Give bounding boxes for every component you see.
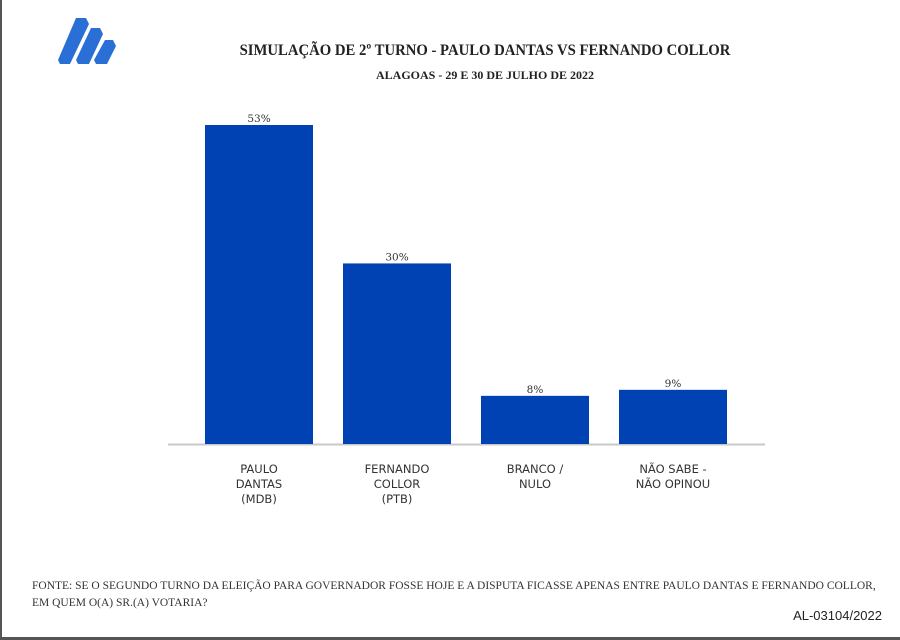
data-label: 9% bbox=[665, 378, 682, 390]
bar bbox=[619, 389, 727, 444]
category-label: FERNANDO COLLOR (PTB) bbox=[364, 462, 430, 506]
chart-title: SIMULAÇÃO DE 2º TURNO - PAULO DANTAS VS … bbox=[239, 42, 731, 59]
survey-code: AL-03104/2022 bbox=[793, 608, 882, 623]
bar bbox=[343, 263, 451, 444]
category-label: NÃO SABE - NÃO OPINOU bbox=[635, 462, 711, 491]
category-label: PAULO DANTAS (MDB) bbox=[235, 462, 283, 506]
source-note: FONTE: SE O SEGUNDO TURNO DA ELEIÇÃO PAR… bbox=[32, 580, 876, 609]
bar bbox=[481, 395, 589, 444]
company-logo-icon bbox=[58, 18, 116, 64]
data-label: 30% bbox=[385, 251, 408, 263]
bar bbox=[205, 125, 313, 444]
data-label: 53% bbox=[247, 113, 270, 125]
chart-subtitle: ALAGOAS - 29 E 30 DE JULHO DE 2022 bbox=[375, 68, 595, 82]
data-label: 8% bbox=[527, 384, 544, 396]
category-label: BRANCO / NULO bbox=[506, 462, 564, 491]
